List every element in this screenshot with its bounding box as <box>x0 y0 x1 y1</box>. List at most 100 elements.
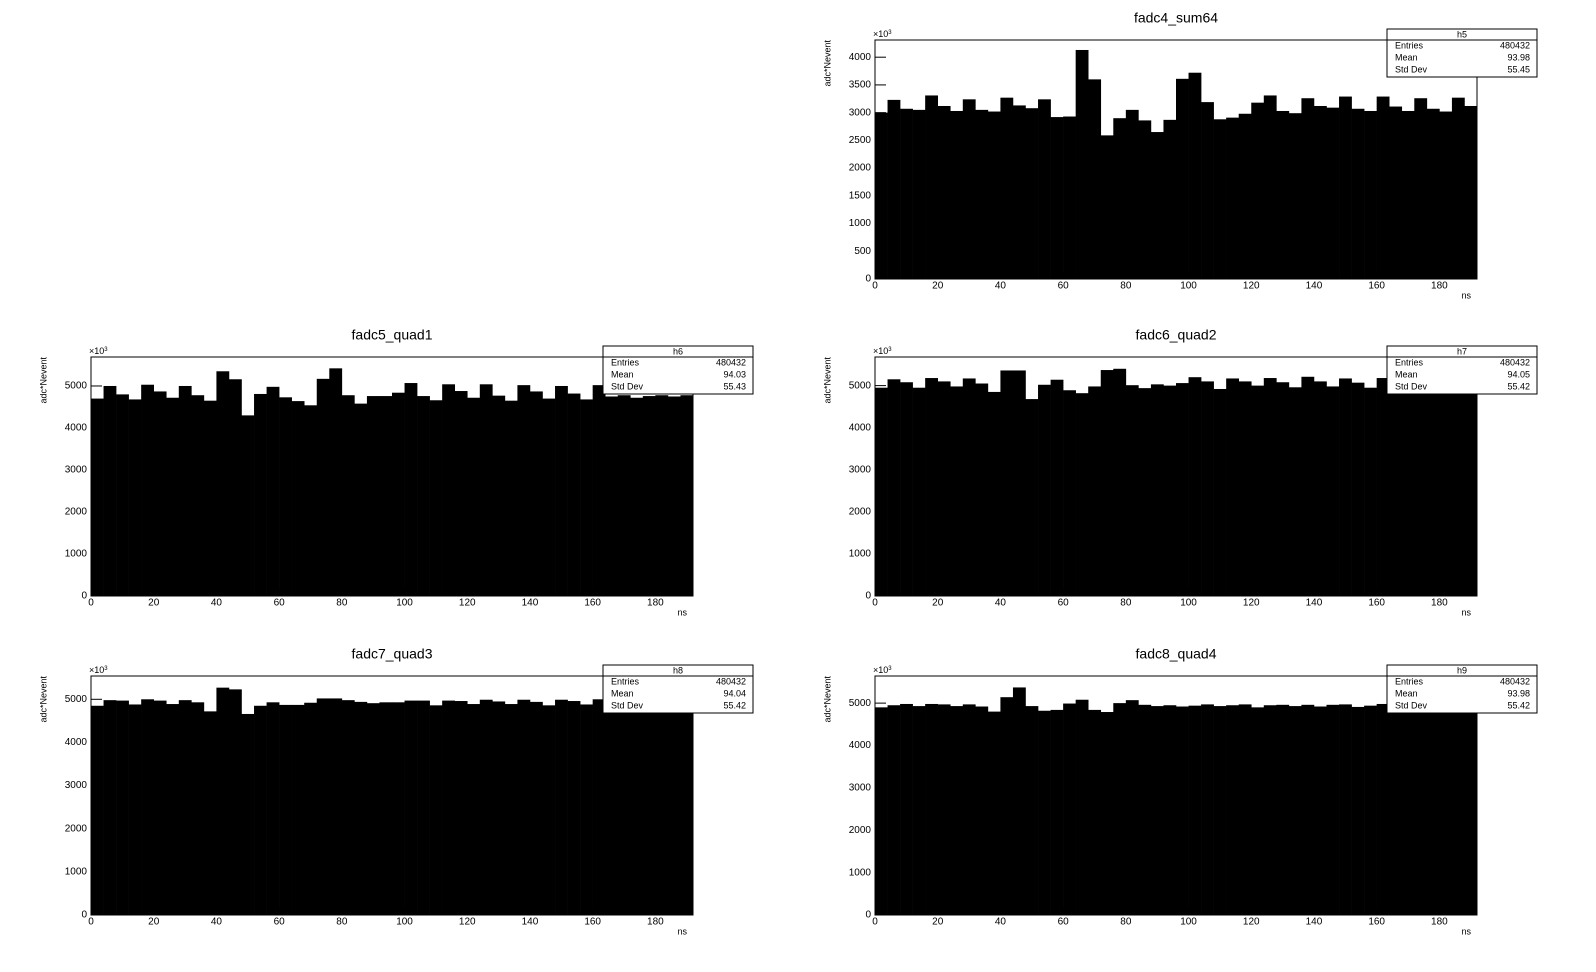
bar <box>555 699 568 915</box>
bar <box>1088 386 1102 596</box>
bar <box>1088 709 1102 915</box>
bar <box>1414 705 1428 915</box>
x-tick-label: 100 <box>396 917 413 928</box>
bar <box>1288 387 1302 596</box>
bar <box>241 415 255 596</box>
stats-value: 480432 <box>1500 357 1530 367</box>
bar <box>1401 705 1415 915</box>
bar <box>1276 110 1290 279</box>
bar <box>1125 385 1139 596</box>
bar <box>937 381 951 596</box>
bar <box>680 395 694 596</box>
bar <box>925 703 939 915</box>
x-tick-label: 160 <box>1368 281 1385 292</box>
bar <box>925 95 939 279</box>
bar <box>925 378 939 596</box>
y-tick-label: 0 <box>865 591 871 602</box>
y-multiplier: ×103 <box>89 346 108 356</box>
x-tick-label: 180 <box>647 598 664 609</box>
chart-title: fadc4_sum64 <box>1134 10 1218 26</box>
bar <box>191 395 205 596</box>
bar <box>950 386 964 596</box>
x-tick-label: 120 <box>459 598 476 609</box>
x-tick-label: 140 <box>1306 281 1323 292</box>
bar <box>1150 706 1164 915</box>
bar <box>341 395 355 596</box>
y-tick-label: 1000 <box>65 549 88 560</box>
bar <box>1426 705 1440 915</box>
bar <box>655 701 669 915</box>
bar <box>1100 135 1114 279</box>
x-tick-label: 140 <box>1306 917 1323 928</box>
x-tick-label: 120 <box>459 917 476 928</box>
bar <box>454 391 468 596</box>
y-tick-label: 2000 <box>849 163 872 174</box>
x-axis-title: ns <box>1461 926 1471 936</box>
multiplier-base: ×10 <box>89 346 104 356</box>
bar <box>1263 705 1277 915</box>
bar <box>329 698 343 915</box>
bar <box>1163 119 1177 280</box>
bar <box>975 706 989 915</box>
bar <box>266 702 280 915</box>
bar <box>1389 106 1403 279</box>
bar <box>567 701 581 915</box>
x-axis-title: ns <box>677 607 687 617</box>
bar <box>667 396 681 596</box>
bar <box>417 396 430 596</box>
bar <box>1038 710 1051 915</box>
bar <box>467 704 481 915</box>
bar <box>1150 384 1164 596</box>
frame <box>874 356 1478 597</box>
bar <box>1313 706 1327 915</box>
bar <box>279 397 292 596</box>
bar <box>354 403 368 596</box>
bar <box>1439 705 1453 915</box>
y-tick-label: 1000 <box>849 867 872 878</box>
bar <box>875 387 888 596</box>
y-tick-label: 5000 <box>849 380 872 391</box>
chart-title: fadc8_quad4 <box>1136 646 1217 662</box>
bar <box>1263 95 1277 279</box>
bar <box>1213 388 1227 596</box>
bar <box>1201 381 1214 596</box>
stats-value: 55.42 <box>1507 381 1530 391</box>
multiplier-exponent: 3 <box>104 666 108 672</box>
bar <box>1213 119 1227 279</box>
bar <box>962 99 976 279</box>
stats-value: 94.03 <box>723 369 746 379</box>
y-tick-label: 1000 <box>849 549 872 560</box>
bar <box>392 392 405 596</box>
x-tick-label: 20 <box>148 917 160 928</box>
bar <box>1464 105 1478 279</box>
x-tick-label: 160 <box>1368 917 1385 928</box>
stats-label: Entries <box>611 357 640 367</box>
y-tick-label: 0 <box>81 910 87 921</box>
frame <box>90 356 694 597</box>
bar <box>504 400 518 596</box>
bar <box>1176 78 1189 279</box>
stats-value: 480432 <box>716 676 746 686</box>
bar <box>1451 705 1465 915</box>
x-tick-label: 20 <box>932 598 944 609</box>
y-tick-label: 2000 <box>849 825 872 836</box>
bar <box>1276 382 1290 596</box>
frame <box>874 675 1478 916</box>
x-axis-title: ns <box>677 926 687 936</box>
bar <box>228 379 242 596</box>
multiplier-base: ×10 <box>873 346 888 356</box>
bar <box>1125 700 1139 915</box>
bar <box>962 704 976 915</box>
bar <box>429 400 443 596</box>
stats-label: Mean <box>611 688 634 698</box>
stats-value: 480432 <box>716 357 746 367</box>
stats-box <box>602 345 754 395</box>
bar <box>1251 385 1265 596</box>
bar <box>1301 704 1315 915</box>
bar <box>1351 382 1365 596</box>
chart-title: fadc7_quad3 <box>352 646 433 662</box>
bar <box>937 704 951 915</box>
bar <box>392 702 405 915</box>
bar <box>216 687 230 915</box>
bar <box>354 701 368 915</box>
